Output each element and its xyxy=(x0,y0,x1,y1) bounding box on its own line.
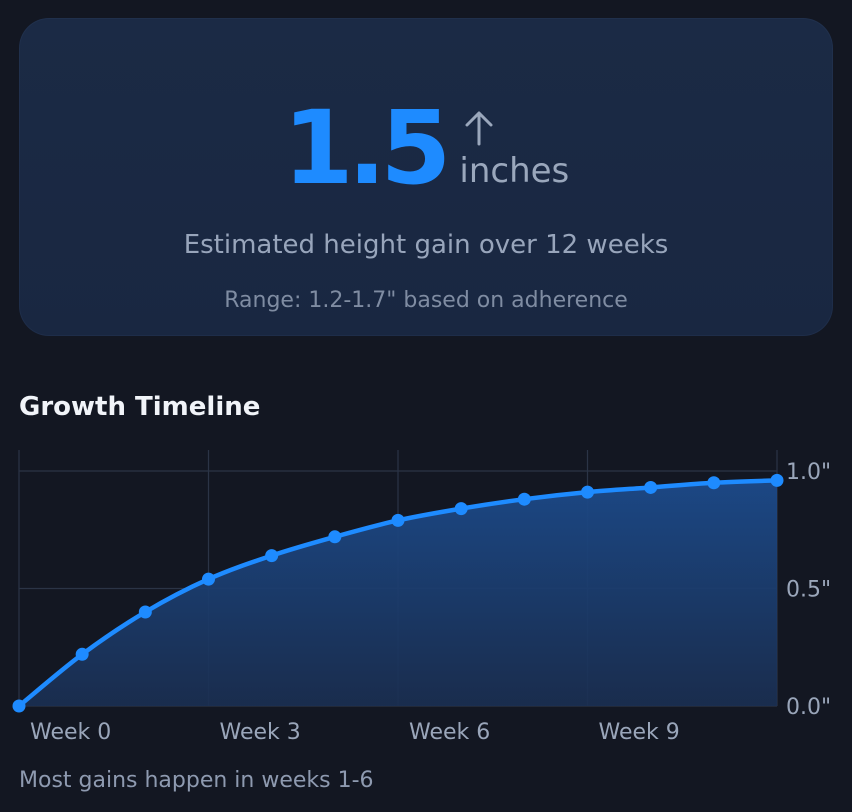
data-point xyxy=(581,485,594,499)
y-tick-label: 0.5" xyxy=(786,578,831,603)
x-tick-label: Week 0 xyxy=(30,720,111,745)
growth-area xyxy=(19,480,777,706)
data-point xyxy=(12,699,26,713)
estimate-unit: inches xyxy=(459,151,570,191)
y-tick-label: 1.0" xyxy=(786,460,831,485)
estimate-card: 1.5 inches Estimated height gain over 12… xyxy=(19,18,833,336)
growth-timeline-title: Growth Timeline xyxy=(19,392,261,422)
chart-caption: Most gains happen in weeks 1-6 xyxy=(19,768,374,793)
data-point xyxy=(391,513,405,527)
data-point xyxy=(644,480,658,494)
data-point xyxy=(202,572,215,586)
data-point xyxy=(517,492,531,506)
arrow-up-icon xyxy=(465,111,493,146)
x-tick-label: Week 9 xyxy=(599,720,680,745)
data-point xyxy=(138,605,152,619)
estimate-subtitle: Estimated height gain over 12 weeks xyxy=(183,230,669,260)
x-tick-label: Week 3 xyxy=(220,720,301,745)
estimate-unit-group: inches xyxy=(459,108,569,200)
data-point xyxy=(265,549,279,563)
growth-timeline-chart: 0.0" 0.5" 1.0" Week 0 Week 3 Week 6 Week 9 xyxy=(0,440,852,770)
data-point xyxy=(707,476,721,490)
estimate-range: Range: 1.2-1.7" based on adherence xyxy=(224,288,628,313)
growth-chart-svg: 0.0" 0.5" 1.0" Week 0 Week 3 Week 6 Week 9 xyxy=(12,450,831,745)
data-point xyxy=(454,502,468,516)
data-point xyxy=(75,647,89,661)
data-point xyxy=(770,473,784,487)
estimate-value: 1.5 xyxy=(282,89,452,208)
data-point xyxy=(328,530,342,544)
y-tick-label: 0.0" xyxy=(786,695,831,720)
estimate-value-row: 1.5 inches xyxy=(19,80,833,200)
x-tick-label: Week 6 xyxy=(409,720,490,745)
